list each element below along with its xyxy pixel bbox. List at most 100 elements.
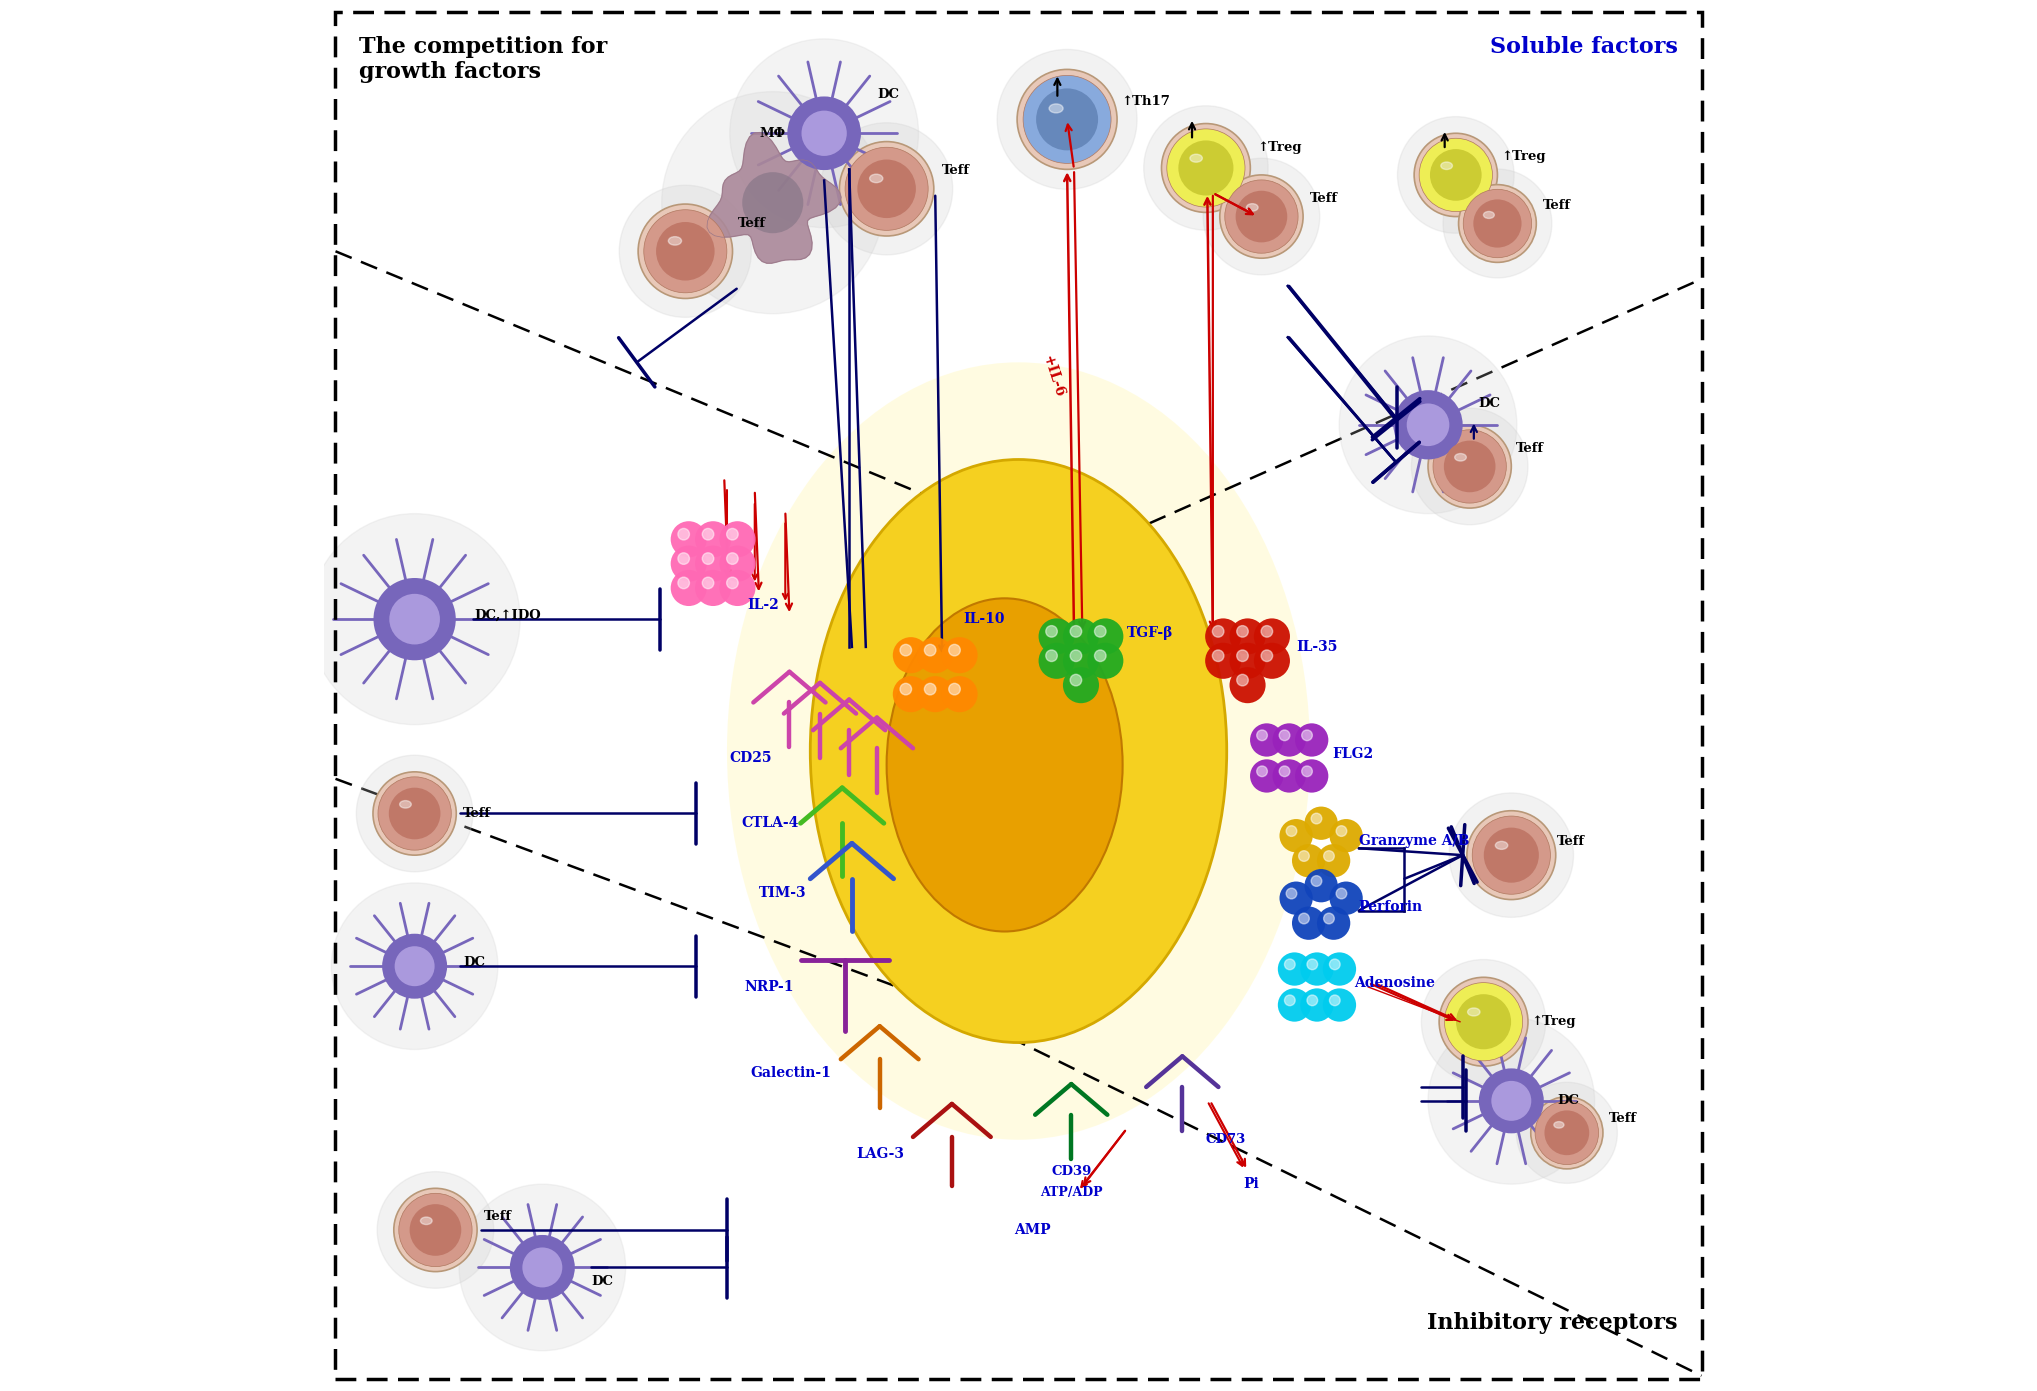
Circle shape <box>727 577 737 588</box>
Circle shape <box>1330 995 1340 1006</box>
Circle shape <box>1279 766 1289 776</box>
Circle shape <box>892 676 929 712</box>
Text: The competition for
growth factors: The competition for growth factors <box>359 36 607 83</box>
Ellipse shape <box>399 801 411 808</box>
Circle shape <box>1257 730 1267 740</box>
Circle shape <box>1324 912 1334 924</box>
Ellipse shape <box>1516 1082 1617 1184</box>
Ellipse shape <box>1467 1008 1481 1015</box>
Text: Pi: Pi <box>1243 1177 1259 1191</box>
Text: DC: DC <box>591 1274 613 1288</box>
Ellipse shape <box>1442 170 1552 278</box>
Text: ↑Treg: ↑Treg <box>1501 150 1546 163</box>
Circle shape <box>1230 619 1265 655</box>
Text: TGF-β: TGF-β <box>1126 626 1173 640</box>
Text: Teff: Teff <box>737 217 766 230</box>
Text: LAG-3: LAG-3 <box>858 1146 904 1160</box>
Circle shape <box>1456 995 1511 1049</box>
Circle shape <box>1304 807 1338 840</box>
Circle shape <box>1291 844 1326 878</box>
Circle shape <box>670 522 707 558</box>
Circle shape <box>925 644 935 657</box>
Circle shape <box>741 172 803 234</box>
Ellipse shape <box>377 1171 493 1288</box>
Circle shape <box>1530 1096 1603 1168</box>
Circle shape <box>1037 89 1098 150</box>
Text: Perforin: Perforin <box>1359 900 1422 914</box>
Circle shape <box>1308 995 1318 1006</box>
Circle shape <box>670 545 707 581</box>
Circle shape <box>678 577 689 588</box>
Circle shape <box>373 772 456 855</box>
Circle shape <box>1438 978 1528 1066</box>
Text: DC: DC <box>462 956 485 968</box>
Circle shape <box>1236 675 1249 686</box>
Circle shape <box>1167 129 1245 207</box>
Circle shape <box>509 1235 574 1301</box>
Ellipse shape <box>1495 842 1507 850</box>
Text: DC,↑IDO: DC,↑IDO <box>475 608 542 622</box>
Text: CD39: CD39 <box>1051 1164 1092 1178</box>
Ellipse shape <box>356 755 473 872</box>
Circle shape <box>1318 907 1351 940</box>
Circle shape <box>949 644 959 657</box>
Circle shape <box>670 570 707 606</box>
Circle shape <box>941 637 978 673</box>
Text: +IL-6: +IL-6 <box>1039 353 1067 399</box>
Circle shape <box>1255 619 1289 655</box>
Circle shape <box>1408 403 1450 447</box>
Circle shape <box>1069 626 1082 637</box>
Circle shape <box>638 204 733 299</box>
Circle shape <box>373 579 456 661</box>
Circle shape <box>310 513 519 725</box>
Circle shape <box>1330 958 1340 970</box>
Circle shape <box>1224 179 1298 253</box>
Circle shape <box>695 522 731 558</box>
Circle shape <box>521 1248 562 1288</box>
Circle shape <box>695 570 731 606</box>
Ellipse shape <box>1448 793 1573 917</box>
Circle shape <box>1544 1110 1589 1155</box>
Text: Teff: Teff <box>943 164 970 177</box>
Circle shape <box>1296 759 1328 793</box>
Circle shape <box>727 529 737 540</box>
Circle shape <box>409 1205 460 1256</box>
Circle shape <box>1212 626 1224 637</box>
Circle shape <box>858 160 917 218</box>
Ellipse shape <box>1204 159 1320 275</box>
Text: IL-35: IL-35 <box>1296 640 1338 654</box>
Circle shape <box>1236 650 1249 662</box>
Circle shape <box>379 776 452 850</box>
Text: Inhibitory receptors: Inhibitory receptors <box>1428 1312 1678 1334</box>
Circle shape <box>1322 953 1357 986</box>
Circle shape <box>1428 1018 1595 1184</box>
Circle shape <box>1016 70 1116 170</box>
Circle shape <box>1414 134 1497 217</box>
Text: FLG2: FLG2 <box>1332 747 1373 761</box>
Circle shape <box>719 545 756 581</box>
Text: IL-2: IL-2 <box>748 598 780 612</box>
Ellipse shape <box>811 459 1226 1043</box>
Circle shape <box>1088 643 1122 679</box>
Circle shape <box>1458 185 1536 263</box>
Circle shape <box>1063 619 1100 655</box>
Text: Teff: Teff <box>1310 192 1338 204</box>
Text: NRP-1: NRP-1 <box>744 981 794 995</box>
Circle shape <box>1277 953 1312 986</box>
Ellipse shape <box>821 122 953 255</box>
Circle shape <box>399 1193 473 1267</box>
Circle shape <box>1300 953 1334 986</box>
Circle shape <box>949 683 959 696</box>
Circle shape <box>1273 723 1306 757</box>
Ellipse shape <box>1483 211 1495 218</box>
Circle shape <box>1094 626 1106 637</box>
Ellipse shape <box>1554 1121 1564 1128</box>
Ellipse shape <box>886 598 1122 932</box>
Circle shape <box>1336 826 1346 836</box>
Circle shape <box>1063 643 1100 679</box>
Text: Teff: Teff <box>1516 442 1544 455</box>
Text: Galectin-1: Galectin-1 <box>750 1066 831 1079</box>
Circle shape <box>1261 626 1273 637</box>
Circle shape <box>389 594 440 644</box>
Circle shape <box>1045 626 1057 637</box>
